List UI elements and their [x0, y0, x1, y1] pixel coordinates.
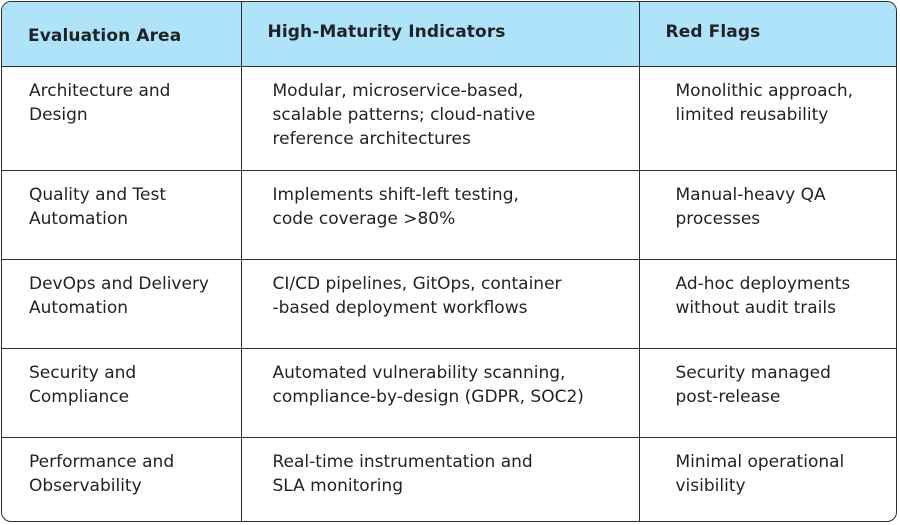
cell-evaluation-area: Security and Compliance: [2, 348, 242, 438]
table-row: Quality and Test Automation Implements s…: [2, 170, 896, 260]
cell-red-flags: Ad-hoc deployments without audit trails: [639, 259, 896, 349]
header-red-flags: Red Flags: [639, 2, 896, 67]
table-row: DevOps and Delivery Automation CI/CD pip…: [2, 259, 896, 349]
cell-evaluation-area: Architecture and Design: [2, 66, 242, 171]
table-row: Performance and Observability Real-time …: [2, 437, 896, 521]
cell-red-flags: Minimal operational visibility: [675, 451, 845, 496]
cell-red-flags: Monolithic approach, limited reusability: [639, 66, 896, 171]
header-high-maturity-indicators: High-Maturity Indicators: [241, 2, 640, 67]
table-row: Security and Compliance Automated vulner…: [2, 348, 896, 438]
table-row: Architecture and Design Modular, microse…: [2, 66, 896, 171]
header-row: Evaluation Area High-Maturity Indicators…: [2, 2, 896, 67]
cell-evaluation-area: Performance and Observability: [2, 437, 242, 521]
cell-high-maturity-indicators: CI/CD pipelines, GitOps, container -base…: [241, 259, 640, 349]
cell-high-maturity-indicators: Modular, microservice-based, scalable pa…: [241, 66, 640, 171]
cell-evaluation-area: DevOps and Delivery Automation: [2, 259, 242, 349]
cell-high-maturity-indicators: Automated vulnerability scanning, compli…: [241, 348, 640, 438]
cell-evaluation-area: Quality and Test Automation: [2, 170, 242, 260]
cell-red-flags: Manual-heavy QA processes: [639, 170, 896, 260]
cell-red-flags: Security managed post-release: [639, 348, 896, 438]
cell-high-maturity-indicators: Real-time instrumentation and SLA monito…: [241, 437, 640, 521]
cell-high-maturity-indicators: Implements shift-left testing, code cove…: [241, 170, 640, 260]
header-evaluation-area: Evaluation Area: [2, 2, 242, 67]
